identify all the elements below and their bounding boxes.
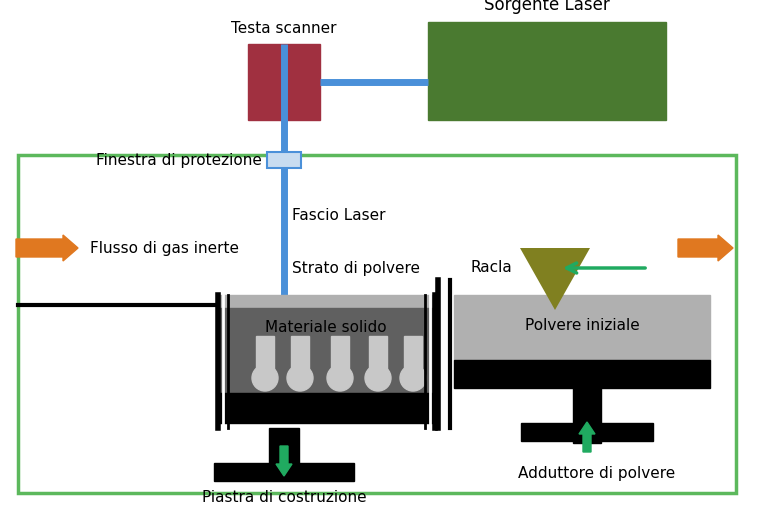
Text: Piastra di costruzione: Piastra di costruzione bbox=[202, 490, 366, 505]
Bar bbox=[521, 423, 653, 441]
Text: Adduttore di polvere: Adduttore di polvere bbox=[518, 466, 675, 481]
Bar bbox=[218, 295, 435, 308]
Bar bbox=[218, 308, 435, 393]
Bar bbox=[573, 388, 601, 443]
Bar bbox=[267, 152, 301, 168]
Circle shape bbox=[400, 365, 426, 391]
Bar bbox=[18, 155, 736, 493]
Bar bbox=[331, 336, 349, 378]
FancyArrow shape bbox=[579, 422, 595, 452]
FancyArrow shape bbox=[678, 235, 733, 261]
Text: Materiale solido: Materiale solido bbox=[265, 321, 387, 336]
Bar bbox=[291, 336, 309, 378]
Text: Racla: Racla bbox=[470, 261, 512, 276]
Text: Testa scanner: Testa scanner bbox=[231, 21, 337, 36]
Bar bbox=[428, 22, 666, 120]
FancyArrow shape bbox=[276, 446, 292, 476]
Bar bbox=[369, 336, 387, 378]
Polygon shape bbox=[520, 248, 590, 310]
Bar bbox=[454, 295, 710, 360]
Bar bbox=[269, 428, 299, 480]
Bar bbox=[256, 336, 274, 378]
Text: Strato di polvere: Strato di polvere bbox=[292, 261, 420, 276]
Bar bbox=[214, 463, 354, 481]
Circle shape bbox=[327, 365, 353, 391]
Bar bbox=[248, 44, 320, 120]
Text: Fascio Laser: Fascio Laser bbox=[292, 208, 386, 223]
Circle shape bbox=[252, 365, 278, 391]
Circle shape bbox=[365, 365, 391, 391]
FancyArrow shape bbox=[16, 235, 78, 261]
Circle shape bbox=[287, 365, 313, 391]
Text: Polvere iniziale: Polvere iniziale bbox=[525, 318, 640, 333]
Text: Sorgente Laser: Sorgente Laser bbox=[484, 0, 610, 14]
Bar bbox=[454, 360, 710, 388]
Bar bbox=[218, 393, 435, 423]
Text: Flusso di gas inerte: Flusso di gas inerte bbox=[90, 240, 239, 255]
Bar bbox=[404, 336, 422, 378]
Text: Finestra di protezione: Finestra di protezione bbox=[96, 152, 262, 167]
